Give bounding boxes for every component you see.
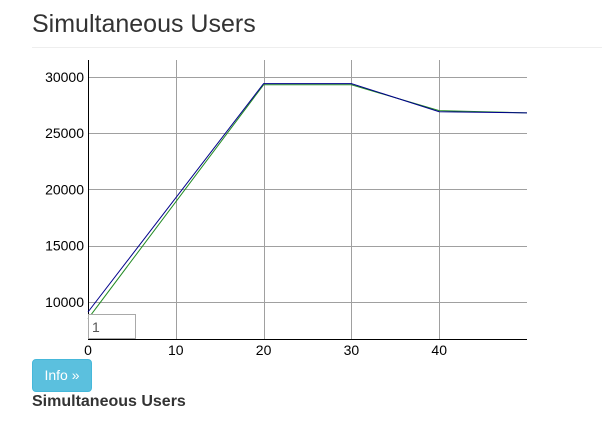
y-tick-label: 15000 — [45, 238, 84, 254]
page-title: Simultaneous Users — [32, 10, 256, 38]
x-tick-label: 30 — [344, 342, 360, 358]
chart-tick-labels: 0 10 20 30 40 10000 15000 20000 25000 30000 — [45, 69, 447, 358]
y-tick-label: 30000 — [45, 69, 84, 85]
y-tick-label: 25000 — [45, 125, 84, 141]
x-tick-label: 0 — [84, 342, 92, 358]
x-tick-label: 40 — [431, 342, 447, 358]
y-tick-label: 20000 — [45, 181, 84, 197]
series-line — [87, 83, 528, 313]
chart-series — [87, 83, 528, 320]
section-heading: Simultaneous Users — [32, 393, 186, 410]
chart-axes — [88, 60, 527, 340]
y-tick-label: 10000 — [45, 294, 84, 310]
chart-svg: 0 10 20 30 40 10000 15000 20000 25000 30000 — [45, 60, 528, 358]
x-tick-label: 20 — [256, 342, 272, 358]
x-tick-label: 10 — [168, 342, 184, 358]
chart-grid — [88, 60, 527, 339]
series-line — [87, 84, 528, 320]
simultaneous-users-chart: 0 10 20 30 40 10000 15000 20000 25000 30000 — [45, 60, 528, 358]
chart-value-box[interactable]: 1 — [88, 314, 136, 339]
info-button[interactable]: Info » — [32, 359, 92, 392]
title-divider — [32, 47, 602, 48]
